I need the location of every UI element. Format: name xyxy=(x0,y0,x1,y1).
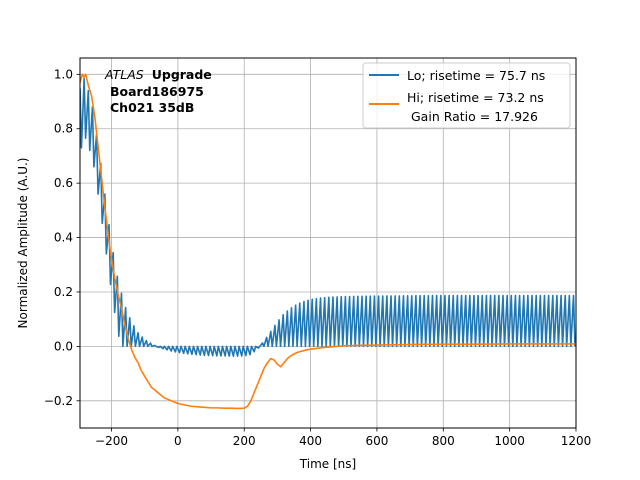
x-tick-label: 600 xyxy=(365,434,388,448)
y-tick-label: 0.0 xyxy=(54,339,73,353)
legend-hi-label: Hi; risetime = 73.2 ns xyxy=(407,90,544,105)
atlas-annotation: ATLAS Upgrade Board186975 Ch021 35dB xyxy=(104,67,212,115)
annotation-channel: Ch021 35dB xyxy=(110,100,194,115)
axes-ticks: −200 0 200 400 600 800 1000 1200 −0.2 0.0 0.2 0.4 0.… xyxy=(44,67,591,448)
y-axis-label: Normalized Amplitude (A.U.) xyxy=(16,158,30,329)
legend-box xyxy=(362,62,571,129)
y-tick-label: 0.2 xyxy=(54,285,73,299)
x-axis-label: Time [ns] xyxy=(299,457,356,471)
legend-lo-label: Lo; risetime = 75.7 ns xyxy=(407,68,545,83)
annotation-upgrade: Upgrade xyxy=(152,67,212,82)
plot-area xyxy=(80,73,576,410)
y-tick-label: −0.2 xyxy=(44,394,73,408)
series-hi-line xyxy=(80,73,576,410)
x-tick-label: 0 xyxy=(174,434,182,448)
annotation-atlas: ATLAS xyxy=(104,67,144,82)
x-tick-label: 400 xyxy=(299,434,322,448)
plot-frame xyxy=(79,57,577,429)
annotation-board: Board186975 xyxy=(110,84,204,99)
y-tick-label: 1.0 xyxy=(54,67,73,81)
svg-text:ATLAS Upgrade: ATLAS Upgrade xyxy=(104,67,212,82)
x-tick-label: 800 xyxy=(432,434,455,448)
x-tick-label: 200 xyxy=(233,434,256,448)
legend-gain-ratio: Gain Ratio = 17.926 xyxy=(411,109,538,124)
y-tick-label: 0.4 xyxy=(54,231,73,245)
legend: Lo; risetime = 75.7 ns Hi; risetime = 73… xyxy=(362,62,571,129)
series-lo-line xyxy=(80,77,576,357)
y-tick-label: 0.8 xyxy=(54,122,73,136)
y-tick-label: 0.6 xyxy=(54,176,73,190)
x-tick-label: −200 xyxy=(95,434,128,448)
x-tick-label: 1200 xyxy=(561,434,592,448)
x-tick-label: 1000 xyxy=(494,434,525,448)
